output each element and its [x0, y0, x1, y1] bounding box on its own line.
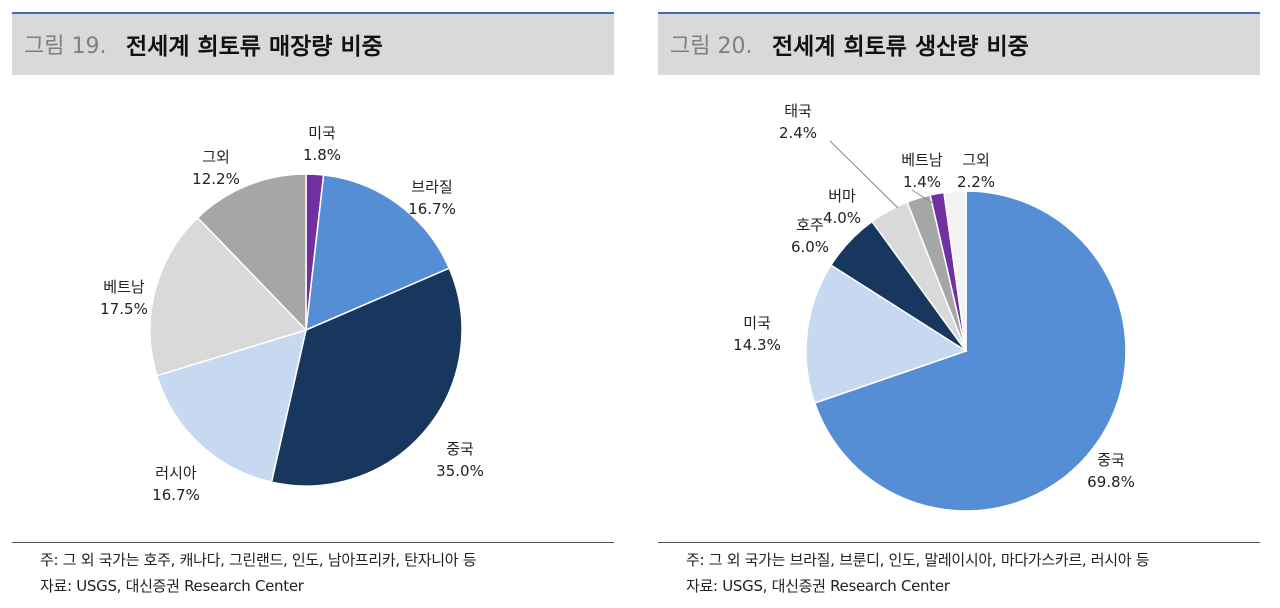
chart-panel-reserves: 그림 19. 전세계 희토류 매장량 비중 미국 1.8% 브라질 16.7% 중국 35… [12, 12, 614, 602]
slice-label-4: 베트남 [103, 278, 145, 296]
chart-footer: 주: 그 외 국가는 호주, 캐나다, 그린랜드, 인도, 남아프리카, 탄자니… [12, 542, 614, 595]
slice-value-2: 6.0% [791, 238, 829, 256]
chart-title: 전세계 희토류 매장량 비중 [126, 34, 383, 60]
slice-value-2: 35.0% [436, 462, 484, 480]
chart-panel-production: 그림 20. 전세계 희토류 생산량 비중 중국 69.8% 미국 14.3% 호주 6.… [658, 12, 1260, 602]
slice-label-2: 호주 [796, 216, 824, 234]
pie-slice-4 [149, 216, 308, 377]
slice-value-0: 69.8% [1087, 473, 1135, 491]
slice-value-4: 2.4% [779, 124, 817, 142]
slice-label-6: 그외 [962, 151, 990, 169]
slice-value-3: 16.7% [152, 486, 200, 504]
slice-label-3: 러시아 [155, 464, 197, 482]
slice-label-5: 그외 [202, 148, 230, 166]
slice-value-6: 2.2% [957, 173, 995, 191]
pie-slice-1 [805, 264, 968, 404]
chart-title-bar: 그림 19. 전세계 희토류 매장량 비중 [12, 12, 614, 75]
pie-slice-6 [943, 190, 967, 352]
chart-title: 전세계 희토류 생산량 비중 [772, 34, 1029, 60]
slice-label-5: 베트남 [901, 151, 943, 169]
slice-value-1: 14.3% [733, 336, 781, 354]
slice-value-4: 17.5% [100, 300, 148, 318]
slice-label-0: 중국 [1097, 451, 1125, 469]
slice-value-1: 16.7% [408, 200, 456, 218]
figure-number: 그림 19. [24, 34, 107, 59]
chart-source: 자료: USGS, 대신증권 Research Center [40, 577, 304, 595]
slice-value-5: 12.2% [192, 170, 240, 188]
chart-source: 자료: USGS, 대신증권 Research Center [686, 577, 950, 595]
leader-line-5 [911, 189, 935, 205]
pie-chart-production: 중국 69.8% 미국 14.3% 호주 6.0% 버마 4.0% 태국 2.4% 베트남 1.4% 그… [733, 102, 1135, 512]
chart-title-bar: 그림 20. 전세계 희토류 생산량 비중 [658, 12, 1260, 75]
slice-value-0: 1.8% [303, 146, 341, 164]
slice-label-1: 브라질 [411, 178, 452, 196]
chart-note: 주: 그 외 국가는 브라질, 브룬디, 인도, 말레이시아, 마다가스카르, … [686, 551, 1150, 569]
chart-footer: 주: 그 외 국가는 브라질, 브룬디, 인도, 말레이시아, 마다가스카르, … [658, 542, 1260, 595]
slice-label-1: 미국 [743, 314, 771, 332]
pie-slice-1 [305, 174, 451, 332]
slice-label-4: 태국 [784, 102, 812, 120]
pie-slice-3 [155, 328, 308, 484]
pie-chart-reserves: 미국 1.8% 브라질 16.7% 중국 35.0% 러시아 16.7% 베트남 17.5% 그외 1… [100, 124, 484, 504]
pie-slice-2 [270, 267, 463, 487]
slice-label-2: 중국 [446, 440, 474, 458]
slice-value-5: 1.4% [903, 173, 941, 191]
chart-note: 주: 그 외 국가는 호주, 캐나다, 그린랜드, 인도, 남아프리카, 탄자니… [40, 551, 477, 569]
figure-number: 그림 20. [670, 34, 753, 59]
slice-value-3: 4.0% [823, 209, 861, 227]
slice-label-0: 미국 [308, 124, 336, 142]
pie-slice-0 [813, 190, 1127, 512]
pie-slice-5 [196, 173, 307, 332]
slice-label-3: 버마 [828, 187, 856, 205]
leader-line-4 [829, 140, 899, 209]
